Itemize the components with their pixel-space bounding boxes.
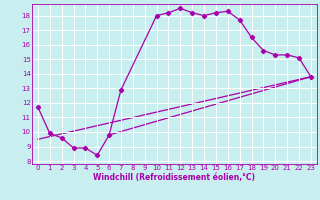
X-axis label: Windchill (Refroidissement éolien,°C): Windchill (Refroidissement éolien,°C) xyxy=(93,173,255,182)
